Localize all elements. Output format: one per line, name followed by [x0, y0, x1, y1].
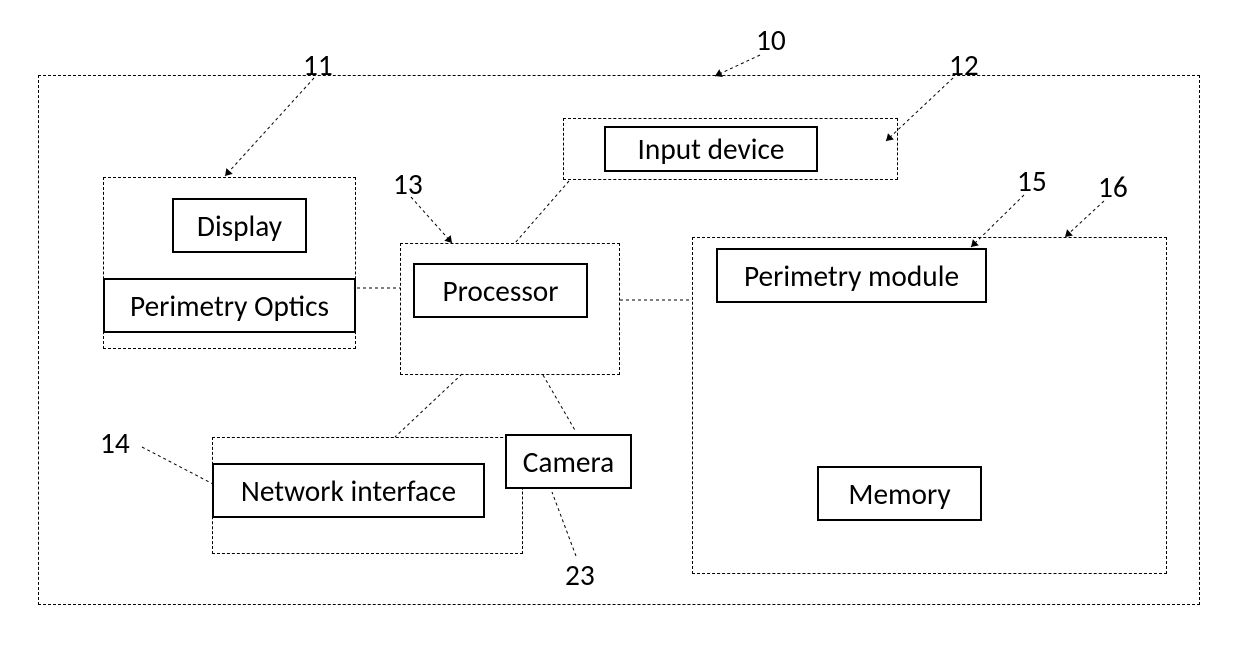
block-memory: Memory	[817, 466, 982, 521]
block-perimetry-optics: Perimetry Optics	[103, 278, 356, 333]
block-perimetry-module: Perimetry module	[716, 248, 987, 303]
block-display: Display	[172, 198, 307, 253]
block-label: Perimetry module	[744, 258, 959, 294]
refnum-13: 13	[393, 166, 423, 202]
refnum-23: 23	[565, 557, 595, 593]
block-processor: Processor	[413, 263, 588, 318]
refnum-12: 12	[949, 47, 979, 83]
block-network-interface: Network interface	[212, 463, 485, 518]
diagram-canvas: Display Perimetry Optics Processor Input…	[0, 0, 1240, 654]
refnum-14: 14	[100, 425, 130, 461]
refnum-15: 15	[1017, 163, 1047, 199]
block-label: Processor	[443, 273, 559, 309]
block-label: Memory	[848, 476, 950, 512]
block-label: Input device	[638, 131, 785, 167]
block-label: Camera	[523, 444, 614, 480]
refnum-11: 11	[303, 47, 333, 83]
refnum-16: 16	[1098, 169, 1128, 205]
refnum-10: 10	[756, 22, 786, 58]
block-label: Perimetry Optics	[130, 288, 329, 324]
block-camera: Camera	[505, 434, 632, 489]
block-label: Display	[197, 208, 282, 244]
block-label: Network interface	[241, 473, 456, 509]
block-input-device: Input device	[604, 126, 818, 172]
